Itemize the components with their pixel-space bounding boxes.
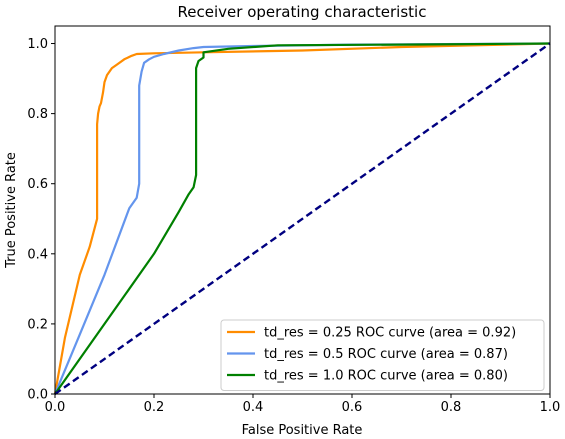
- legend-label: td_res = 1.0 ROC curve (area = 0.80): [264, 369, 508, 384]
- legend-label: td_res = 0.5 ROC curve (area = 0.87): [264, 347, 508, 362]
- x-tick-label: 0.0: [45, 400, 66, 415]
- roc-curve-0: [53, 42, 551, 395]
- y-tick-label: 1.0: [27, 37, 48, 52]
- roc-curve-1: [53, 42, 551, 395]
- x-tick-label: 0.6: [342, 400, 363, 415]
- roc-curve-2: [54, 42, 551, 395]
- plot-lines: [53, 42, 551, 395]
- y-tick-label: 0.6: [27, 177, 48, 192]
- x-tick-label: 0.8: [441, 400, 462, 415]
- x-axis-label: False Positive Rate: [242, 423, 363, 438]
- x-axis: 0.0 0.2 0.4 0.6 0.8 1.0: [45, 394, 561, 415]
- y-tick-label: 0.0: [27, 388, 48, 403]
- chance-diagonal-line: [54, 42, 551, 395]
- y-axis: 0.0 0.2 0.4 0.6 0.8 1.0: [27, 37, 55, 403]
- y-tick-label: 0.2: [27, 317, 48, 332]
- chart-title: Receiver operating characteristic: [178, 3, 427, 21]
- y-tick-label: 0.4: [27, 247, 48, 262]
- y-tick-label: 0.8: [27, 107, 48, 122]
- legend: td_res = 0.25 ROC curve (area = 0.92) td_…: [220, 319, 545, 391]
- x-tick-label: 1.0: [540, 400, 561, 415]
- legend-box: [220, 319, 545, 391]
- plot-frame: [54, 25, 551, 395]
- y-axis-label: True Positive Rate: [4, 152, 19, 269]
- legend-label: td_res = 0.25 ROC curve (area = 0.92): [264, 326, 516, 341]
- x-tick-label: 0.4: [243, 400, 264, 415]
- x-tick-label: 0.2: [144, 400, 165, 415]
